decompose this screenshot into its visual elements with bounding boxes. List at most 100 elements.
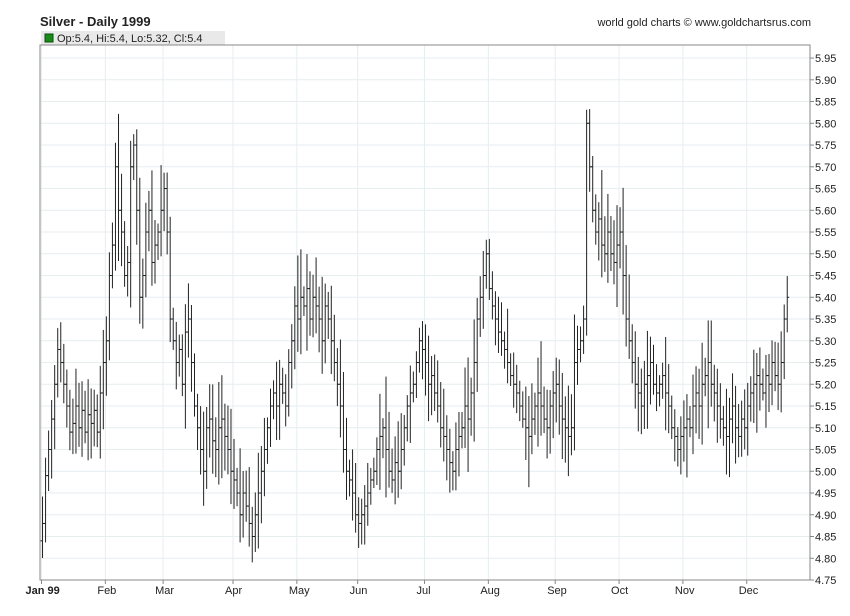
ohlc-bar	[684, 394, 689, 478]
ohlc-bar	[183, 304, 188, 429]
x-tick-label: Dec	[739, 585, 759, 597]
ohlc-bar	[560, 372, 565, 460]
ohlc-bar	[67, 389, 72, 451]
y-tick-label: 5.20	[815, 379, 836, 391]
ohlc-bar	[575, 325, 580, 385]
ohlc-bar	[630, 324, 635, 384]
y-tick-label: 5.65	[815, 184, 836, 196]
x-axis: Jan 99 Feb Mar Apr May Jun Jul Aug Sep Oct Nov Dec	[26, 580, 759, 597]
y-tick-label: 4.95	[815, 488, 836, 500]
legend-background	[41, 31, 225, 45]
ohlc-bar	[399, 413, 404, 490]
ohlc-bar	[675, 427, 680, 467]
ohlc-bar	[505, 308, 510, 384]
ohlc-bar	[466, 357, 471, 472]
ohlc-bar	[511, 352, 516, 408]
ohlc-bar	[80, 381, 85, 457]
y-tick-label: 5.80	[815, 118, 836, 130]
ohlc-bar	[438, 382, 443, 448]
ohlc-bar	[727, 397, 732, 478]
ohlc-bar	[578, 326, 583, 363]
ohlc-bar	[596, 202, 601, 261]
ohlc-bar	[408, 365, 413, 443]
ohlc-bar	[49, 399, 54, 479]
ohlc-bar	[83, 390, 88, 444]
ohlc-bar	[225, 405, 230, 475]
ohlc-bar	[256, 452, 261, 549]
ohlc-bar	[584, 109, 589, 336]
ohlc-bar	[241, 471, 246, 538]
y-tick-label: 4.85	[815, 532, 836, 544]
ohlc-bar	[359, 498, 364, 545]
ohlc-bar	[280, 367, 285, 404]
ohlc-bar	[140, 258, 145, 329]
ohlc-bar	[782, 304, 787, 380]
ohlc-bar	[344, 417, 349, 500]
ohlc-bar	[648, 336, 653, 405]
x-tick-label: Jan 99	[26, 585, 60, 597]
ohlc-bar	[611, 220, 616, 285]
ohlc-bar	[602, 216, 607, 272]
ohlc-bar	[107, 252, 112, 361]
ohlc-bar	[672, 409, 677, 462]
x-tick-label: Aug	[480, 585, 500, 597]
ohlc-bar	[350, 449, 355, 521]
ohlc-bar	[739, 400, 744, 457]
ohlc-bar	[496, 296, 501, 353]
ohlc-bar	[271, 380, 276, 420]
y-tick-label: 5.90	[815, 75, 836, 87]
ohlc-bar	[353, 462, 358, 533]
ohlc-bar	[678, 416, 683, 475]
ohlc-bar	[320, 276, 325, 374]
ohlc-bar	[195, 393, 200, 451]
ohlc-bar	[475, 297, 480, 392]
ohlc-bar	[417, 327, 422, 373]
ohlc-bar	[633, 331, 638, 409]
x-tick-label: Jul	[417, 585, 431, 597]
y-tick-label: 5.25	[815, 358, 836, 370]
y-tick-label: 5.45	[815, 271, 836, 283]
ohlc-bar	[76, 382, 81, 447]
ohlc-bar	[204, 406, 209, 489]
ohlc-bar	[444, 415, 449, 481]
ohlc-bar	[456, 411, 461, 477]
ohlc-bar	[86, 379, 91, 461]
ohlc-bar	[213, 417, 218, 478]
y-tick-label: 5.35	[815, 314, 836, 326]
ohlc-bar	[332, 314, 337, 382]
ohlc-bar	[663, 336, 668, 431]
ohlc-bar	[566, 385, 571, 477]
ohlc-bar	[548, 390, 553, 454]
ohlc-bar	[779, 331, 784, 413]
ohlc-bar	[228, 408, 233, 505]
y-tick-label: 5.70	[815, 162, 836, 174]
ohlc-bar	[742, 389, 747, 450]
ohlc-bar	[593, 194, 598, 245]
ohlc-bar	[645, 330, 650, 429]
y-tick-label: 5.50	[815, 249, 836, 261]
y-tick-label: 5.55	[815, 227, 836, 239]
ohlc-bar	[180, 334, 185, 397]
legend-box: Op:5.4, Hi:5.4, Lo:5.32, Cl:5.4	[41, 31, 225, 45]
ohlc-bar	[535, 357, 540, 447]
ohlc-bar	[46, 430, 51, 492]
ohlc-bar	[642, 360, 647, 429]
ohlc-bar	[657, 375, 662, 407]
ohlc-bar	[365, 462, 370, 526]
ohlc-bar	[654, 364, 659, 412]
ohlc-bar	[542, 386, 547, 434]
ohlc-bar	[268, 388, 273, 447]
ohlc-bar	[770, 340, 775, 406]
ohlc-bar	[149, 170, 154, 286]
ohlc-bar	[666, 364, 671, 434]
ohlc-bar	[70, 398, 75, 455]
ohlc-bar	[748, 376, 753, 422]
y-tick-label: 5.10	[815, 423, 836, 435]
legend-swatch	[44, 33, 54, 43]
y-tick-label: 4.80	[815, 553, 836, 565]
ohlc-bar	[572, 314, 577, 451]
ohlc-bar	[484, 239, 489, 289]
ohlc-bar	[219, 375, 224, 479]
ohlc-bar	[608, 216, 613, 272]
x-tick-label: Mar	[155, 585, 174, 597]
